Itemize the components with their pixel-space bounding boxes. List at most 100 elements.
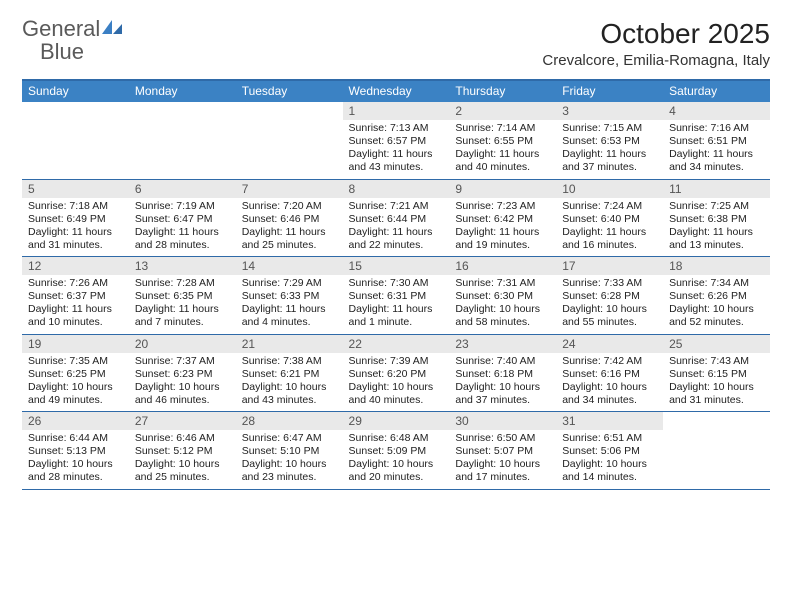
daylight-text: Daylight: 10 hours and 40 minutes.	[349, 381, 444, 407]
day-details: Sunrise: 6:46 AMSunset: 5:12 PMDaylight:…	[129, 430, 236, 489]
sunrise-text: Sunrise: 7:43 AM	[669, 355, 764, 368]
daylight-text: Daylight: 10 hours and 55 minutes.	[562, 303, 657, 329]
sunrise-text: Sunrise: 7:40 AM	[455, 355, 550, 368]
day-details: Sunrise: 7:18 AMSunset: 6:49 PMDaylight:…	[22, 198, 129, 257]
day-cell: 4Sunrise: 7:16 AMSunset: 6:51 PMDaylight…	[663, 102, 770, 179]
day-cell: 18Sunrise: 7:34 AMSunset: 6:26 PMDayligh…	[663, 257, 770, 334]
day-details: Sunrise: 7:33 AMSunset: 6:28 PMDaylight:…	[556, 275, 663, 334]
daylight-text: Daylight: 10 hours and 58 minutes.	[455, 303, 550, 329]
day-number: 5	[22, 180, 129, 198]
daylight-text: Daylight: 10 hours and 34 minutes.	[562, 381, 657, 407]
day-details: Sunrise: 7:31 AMSunset: 6:30 PMDaylight:…	[449, 275, 556, 334]
day-number	[129, 102, 236, 106]
week-row: 19Sunrise: 7:35 AMSunset: 6:25 PMDayligh…	[22, 335, 770, 413]
day-number: 29	[343, 412, 450, 430]
sunset-text: Sunset: 6:30 PM	[455, 290, 550, 303]
sunrise-text: Sunrise: 7:37 AM	[135, 355, 230, 368]
sunset-text: Sunset: 5:09 PM	[349, 445, 444, 458]
daylight-text: Daylight: 10 hours and 31 minutes.	[669, 381, 764, 407]
day-number: 4	[663, 102, 770, 120]
daylight-text: Daylight: 10 hours and 49 minutes.	[28, 381, 123, 407]
sunrise-text: Sunrise: 7:23 AM	[455, 200, 550, 213]
weekday-saturday: Saturday	[663, 81, 770, 102]
day-cell-empty	[663, 412, 770, 489]
sunset-text: Sunset: 6:42 PM	[455, 213, 550, 226]
sunset-text: Sunset: 6:25 PM	[28, 368, 123, 381]
sunrise-text: Sunrise: 7:39 AM	[349, 355, 444, 368]
weekday-header-row: SundayMondayTuesdayWednesdayThursdayFrid…	[22, 81, 770, 102]
daylight-text: Daylight: 11 hours and 34 minutes.	[669, 148, 764, 174]
daylight-text: Daylight: 10 hours and 46 minutes.	[135, 381, 230, 407]
sunset-text: Sunset: 5:07 PM	[455, 445, 550, 458]
month-title: October 2025	[542, 18, 770, 50]
day-number: 27	[129, 412, 236, 430]
day-cell: 11Sunrise: 7:25 AMSunset: 6:38 PMDayligh…	[663, 180, 770, 257]
day-cell: 21Sunrise: 7:38 AMSunset: 6:21 PMDayligh…	[236, 335, 343, 412]
calendar-page: General Blue October 2025 Crevalcore, Em…	[0, 0, 792, 500]
day-cell: 29Sunrise: 6:48 AMSunset: 5:09 PMDayligh…	[343, 412, 450, 489]
day-cell: 28Sunrise: 6:47 AMSunset: 5:10 PMDayligh…	[236, 412, 343, 489]
daylight-text: Daylight: 11 hours and 43 minutes.	[349, 148, 444, 174]
sunset-text: Sunset: 6:49 PM	[28, 213, 123, 226]
sunset-text: Sunset: 6:15 PM	[669, 368, 764, 381]
daylight-text: Daylight: 10 hours and 17 minutes.	[455, 458, 550, 484]
sunset-text: Sunset: 6:37 PM	[28, 290, 123, 303]
daylight-text: Daylight: 10 hours and 14 minutes.	[562, 458, 657, 484]
day-cell-empty	[129, 102, 236, 179]
day-number	[663, 412, 770, 416]
day-details: Sunrise: 7:28 AMSunset: 6:35 PMDaylight:…	[129, 275, 236, 334]
day-details: Sunrise: 7:25 AMSunset: 6:38 PMDaylight:…	[663, 198, 770, 257]
sunrise-text: Sunrise: 7:13 AM	[349, 122, 444, 135]
daylight-text: Daylight: 11 hours and 22 minutes.	[349, 226, 444, 252]
daylight-text: Daylight: 11 hours and 19 minutes.	[455, 226, 550, 252]
day-number: 15	[343, 257, 450, 275]
sunrise-text: Sunrise: 7:29 AM	[242, 277, 337, 290]
day-cell: 14Sunrise: 7:29 AMSunset: 6:33 PMDayligh…	[236, 257, 343, 334]
daylight-text: Daylight: 11 hours and 1 minute.	[349, 303, 444, 329]
logo-sail-icon	[100, 18, 124, 41]
day-details: Sunrise: 7:20 AMSunset: 6:46 PMDaylight:…	[236, 198, 343, 257]
day-number: 23	[449, 335, 556, 353]
calendar: SundayMondayTuesdayWednesdayThursdayFrid…	[22, 79, 770, 490]
day-cell: 19Sunrise: 7:35 AMSunset: 6:25 PMDayligh…	[22, 335, 129, 412]
day-details: Sunrise: 7:35 AMSunset: 6:25 PMDaylight:…	[22, 353, 129, 412]
day-cell: 3Sunrise: 7:15 AMSunset: 6:53 PMDaylight…	[556, 102, 663, 179]
weekday-wednesday: Wednesday	[343, 81, 450, 102]
day-details: Sunrise: 7:23 AMSunset: 6:42 PMDaylight:…	[449, 198, 556, 257]
day-details: Sunrise: 7:15 AMSunset: 6:53 PMDaylight:…	[556, 120, 663, 179]
day-details: Sunrise: 7:29 AMSunset: 6:33 PMDaylight:…	[236, 275, 343, 334]
day-number: 17	[556, 257, 663, 275]
day-details: Sunrise: 7:16 AMSunset: 6:51 PMDaylight:…	[663, 120, 770, 179]
sunset-text: Sunset: 5:06 PM	[562, 445, 657, 458]
day-cell: 13Sunrise: 7:28 AMSunset: 6:35 PMDayligh…	[129, 257, 236, 334]
daylight-text: Daylight: 11 hours and 7 minutes.	[135, 303, 230, 329]
day-details: Sunrise: 7:37 AMSunset: 6:23 PMDaylight:…	[129, 353, 236, 412]
day-number: 24	[556, 335, 663, 353]
logo: General Blue	[22, 18, 124, 64]
daylight-text: Daylight: 11 hours and 31 minutes.	[28, 226, 123, 252]
day-cell: 8Sunrise: 7:21 AMSunset: 6:44 PMDaylight…	[343, 180, 450, 257]
day-details: Sunrise: 7:14 AMSunset: 6:55 PMDaylight:…	[449, 120, 556, 179]
sunrise-text: Sunrise: 7:33 AM	[562, 277, 657, 290]
daylight-text: Daylight: 11 hours and 25 minutes.	[242, 226, 337, 252]
day-number: 28	[236, 412, 343, 430]
day-details: Sunrise: 7:24 AMSunset: 6:40 PMDaylight:…	[556, 198, 663, 257]
day-number: 13	[129, 257, 236, 275]
sunset-text: Sunset: 5:12 PM	[135, 445, 230, 458]
sunrise-text: Sunrise: 7:42 AM	[562, 355, 657, 368]
day-number: 7	[236, 180, 343, 198]
logo-word-general: General	[22, 16, 100, 41]
sunrise-text: Sunrise: 7:25 AM	[669, 200, 764, 213]
week-row: 1Sunrise: 7:13 AMSunset: 6:57 PMDaylight…	[22, 102, 770, 180]
day-details: Sunrise: 7:21 AMSunset: 6:44 PMDaylight:…	[343, 198, 450, 257]
sunrise-text: Sunrise: 7:21 AM	[349, 200, 444, 213]
sunrise-text: Sunrise: 6:48 AM	[349, 432, 444, 445]
sunset-text: Sunset: 6:31 PM	[349, 290, 444, 303]
location: Crevalcore, Emilia-Romagna, Italy	[542, 52, 770, 69]
sunset-text: Sunset: 6:35 PM	[135, 290, 230, 303]
sunrise-text: Sunrise: 7:20 AM	[242, 200, 337, 213]
day-cell: 30Sunrise: 6:50 AMSunset: 5:07 PMDayligh…	[449, 412, 556, 489]
day-number: 22	[343, 335, 450, 353]
sunset-text: Sunset: 6:53 PM	[562, 135, 657, 148]
daylight-text: Daylight: 10 hours and 28 minutes.	[28, 458, 123, 484]
